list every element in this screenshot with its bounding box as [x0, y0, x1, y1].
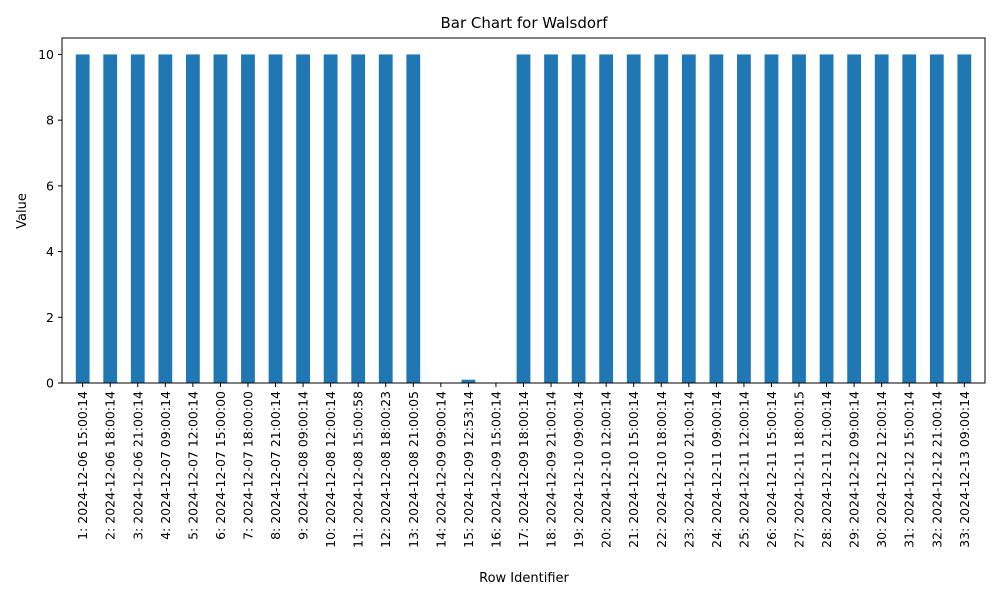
- y-axis-ticks: 0 2 4 6 8 10: [38, 47, 62, 391]
- x-tick-label: 29: 2024-12-12 09:00:14: [847, 391, 862, 548]
- x-tick-label: 11: 2024-12-08 15:00:58: [351, 391, 366, 548]
- x-tick-label: 3: 2024-12-06 21:00:14: [130, 391, 145, 540]
- x-tick-label: 30: 2024-12-12 12:00:14: [874, 391, 889, 548]
- x-tick-label: 20: 2024-12-10 12:00:14: [599, 391, 614, 548]
- x-tick-label: 5: 2024-12-07 12:00:14: [185, 391, 200, 540]
- bar: [929, 54, 944, 384]
- x-tick-label: 9: 2024-12-08 09:00:14: [296, 391, 311, 540]
- bar: [874, 54, 889, 384]
- bar: [406, 54, 421, 384]
- bar: [792, 54, 806, 384]
- bar: [213, 54, 228, 384]
- y-axis-title: Value: [15, 193, 30, 229]
- x-tick-label: 32: 2024-12-12 21:00:14: [929, 391, 944, 548]
- bar: [351, 54, 366, 384]
- x-tick-label: 1: 2024-12-06 15:00:14: [75, 391, 90, 540]
- y-tick-label: 0: [46, 376, 54, 391]
- plot-frame: [61, 37, 986, 384]
- bar: [130, 54, 145, 384]
- bar: [709, 54, 724, 384]
- bar: [323, 54, 338, 384]
- x-tick-label: 4: 2024-12-07 09:00:14: [158, 391, 173, 540]
- y-tick-label: 4: [46, 244, 54, 259]
- x-tick-label: 28: 2024-12-11 21:00:14: [819, 391, 834, 548]
- bar: [185, 54, 200, 384]
- x-tick-label: 18: 2024-12-09 21:00:14: [544, 391, 559, 548]
- x-tick-label: 14: 2024-12-09 09:00:14: [433, 391, 448, 548]
- bar: [957, 54, 972, 384]
- x-tick-label: 12: 2024-12-08 18:00:23: [378, 391, 393, 548]
- x-tick-label: 25: 2024-12-11 12:00:14: [736, 391, 751, 548]
- bar: [681, 54, 696, 384]
- x-tick-label: 6: 2024-12-07 15:00:00: [213, 391, 228, 540]
- x-tick-label: 7: 2024-12-07 18:00:00: [240, 391, 255, 540]
- bar: [268, 54, 283, 384]
- bar: [461, 379, 476, 383]
- bar-series: [75, 54, 972, 384]
- x-tick-label: 21: 2024-12-10 15:00:14: [626, 391, 641, 548]
- x-tick-label: 16: 2024-12-09 15:00:14: [488, 391, 503, 548]
- bar: [296, 54, 310, 384]
- bar: [571, 54, 586, 384]
- bar: [516, 54, 531, 384]
- y-tick-label: 8: [46, 113, 54, 128]
- x-tick-label: 33: 2024-12-13 09:00:14: [957, 391, 972, 548]
- y-tick-label: 10: [38, 47, 54, 62]
- x-tick-label: 8: 2024-12-07 21:00:14: [268, 391, 283, 540]
- x-tick-label: 27: 2024-12-11 18:00:15: [792, 391, 807, 548]
- x-tick-label: 15: 2024-12-09 12:53:14: [461, 391, 476, 548]
- x-tick-label: 19: 2024-12-10 09:00:14: [571, 391, 586, 548]
- bar: [764, 54, 779, 384]
- x-tick-label: 31: 2024-12-12 15:00:14: [902, 391, 917, 548]
- bar: [847, 54, 862, 384]
- x-axis-ticks: 1: 2024-12-06 15:00:14 2: 2024-12-06 18:0…: [75, 383, 972, 548]
- x-tick-label: 24: 2024-12-11 09:00:14: [709, 391, 724, 548]
- bar: [158, 54, 173, 384]
- x-tick-label: 2: 2024-12-06 18:00:14: [103, 391, 118, 540]
- y-tick-label: 2: [46, 310, 54, 325]
- x-tick-label: 13: 2024-12-08 21:00:05: [406, 391, 421, 548]
- bar: [103, 54, 118, 384]
- y-tick-label: 6: [46, 178, 54, 193]
- chart-title: Bar Chart for Walsdorf: [441, 14, 609, 32]
- bar: [241, 54, 255, 384]
- bar: [75, 54, 90, 384]
- bar: [737, 54, 751, 384]
- bar: [544, 54, 558, 384]
- bar: [626, 54, 641, 384]
- x-tick-label: 17: 2024-12-09 18:00:14: [516, 391, 531, 548]
- bar: [819, 54, 834, 384]
- bar: [378, 54, 393, 384]
- x-tick-label: 23: 2024-12-10 21:00:14: [681, 391, 696, 548]
- x-tick-label: 22: 2024-12-10 18:00:14: [654, 391, 669, 548]
- bar: [599, 54, 614, 384]
- x-tick-label: 26: 2024-12-11 15:00:14: [764, 391, 779, 548]
- bar: [654, 54, 669, 384]
- x-axis-title: Row Identifier: [479, 571, 569, 586]
- x-tick-label: 10: 2024-12-08 12:00:14: [323, 391, 338, 548]
- bar: [902, 54, 917, 384]
